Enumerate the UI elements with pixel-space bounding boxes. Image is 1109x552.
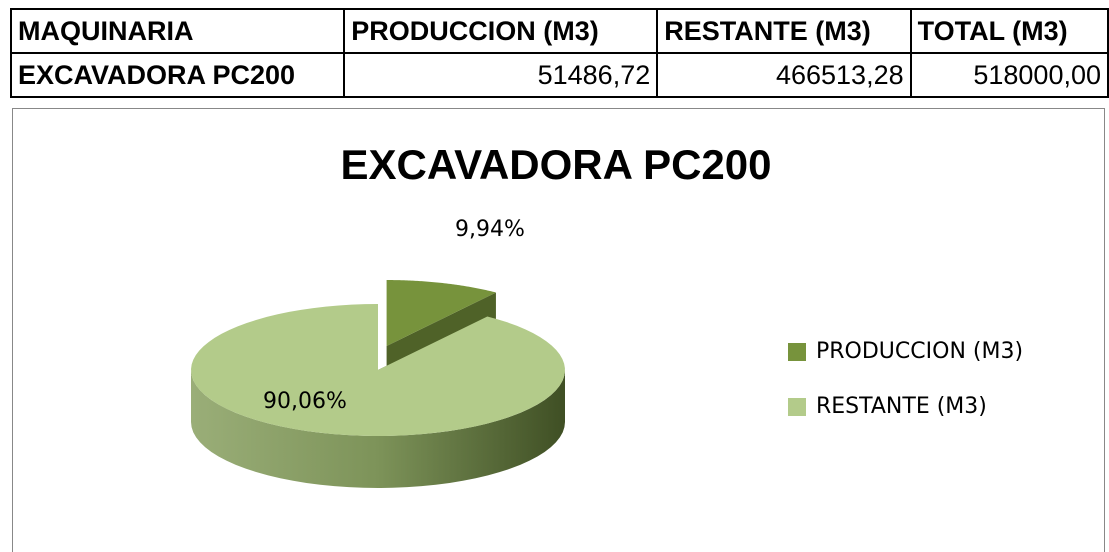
- slice: [191, 304, 565, 436]
- cell: EXCAVADORA PC200: [9, 52, 346, 98]
- legend-label: PRODUCCION (M3): [816, 339, 1023, 364]
- data-row: EXCAVADORA PC200 51486,72 466513,28 5180…: [9, 52, 1109, 98]
- header-cell: TOTAL (M3): [909, 8, 1109, 54]
- header-cell: RESTANTE (M3): [656, 8, 912, 54]
- slice: [386, 280, 496, 347]
- header-cell: PRODUCCION (M3): [343, 8, 659, 54]
- legend-swatch: [788, 398, 806, 416]
- chart-area: [12, 108, 1105, 552]
- data-label: 90,06%: [263, 389, 347, 414]
- header-row: MAQUINARIA PRODUCCION (M3) RESTANTE (M3)…: [9, 8, 1109, 54]
- legend-swatch: [788, 343, 806, 361]
- cell: 518000,00: [909, 52, 1109, 98]
- legend-label: RESTANTE (M3): [816, 394, 987, 419]
- cell: 466513,28: [656, 52, 912, 98]
- data-label: 9,94%: [455, 217, 525, 242]
- cell: 51486,72: [343, 52, 659, 98]
- header-cell: MAQUINARIA: [9, 8, 346, 54]
- slice-wall: [191, 370, 565, 488]
- chart-title: EXCAVADORA PC200: [341, 141, 772, 188]
- data-table: MAQUINARIA PRODUCCION (M3) RESTANTE (M3)…: [9, 8, 1109, 98]
